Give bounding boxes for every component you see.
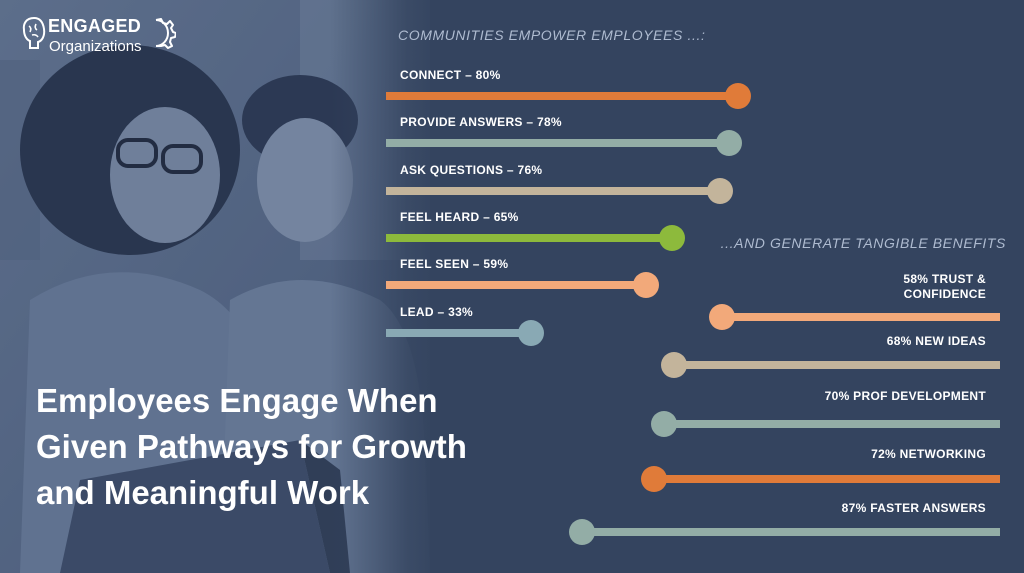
headline-line-1: Employees Engage When: [36, 382, 438, 419]
bar-end-marker-ask-questions: [707, 177, 734, 204]
bar-networking: [654, 475, 1000, 483]
headline-line-2: Given Pathways for Growth: [36, 428, 467, 465]
benefits-chart-title: ...AND GENERATE TANGIBLE BENEFITS: [720, 235, 1006, 251]
bar-end-marker-feel-seen: [632, 272, 659, 299]
brain-icon: [22, 16, 46, 49]
bar-end-marker-faster-answers: [569, 519, 596, 545]
headline-line-3: and Meaningful Work: [36, 474, 370, 511]
bar-end-marker-prof-development: [651, 411, 677, 437]
bar-label-feel-seen: FEEL SEEN – 59%: [400, 257, 509, 272]
bar-label-feel-heard: FEEL HEARD – 65%: [400, 209, 519, 224]
logo-subtitle: Organizations: [49, 38, 142, 55]
headline: Employees Engage When Given Pathways for…: [36, 378, 556, 516]
gear-icon: [155, 18, 176, 49]
background-photo: [0, 0, 430, 573]
bar-feel-seen: [386, 281, 646, 290]
bar-label-new-ideas: 68% NEW IDEAS: [886, 334, 986, 348]
bar-end-marker-networking: [641, 466, 668, 492]
engaged-organizations-logo: ENGAGED Organizations: [22, 14, 182, 64]
bar-label-connect: CONNECT – 80%: [400, 68, 501, 82]
bar-prof-development: [664, 420, 1000, 428]
bar-label-trust-confidence: 58% TRUST & CONFIDENCE: [903, 272, 986, 301]
bar-label-lead: LEAD – 33%: [400, 304, 474, 319]
bar-lead: [386, 328, 532, 337]
bar-provide-answers: [386, 139, 730, 148]
communities-chart-title: COMMUNITIES EMPOWER EMPLOYEES ...:: [398, 27, 706, 43]
logo-name: ENGAGED: [48, 16, 142, 36]
bar-label-provide-answers: PROVIDE ANSWERS – 78%: [400, 115, 562, 130]
bar-faster-answers: [582, 528, 1000, 536]
bar-end-marker-lead: [518, 319, 545, 346]
bar-new-ideas: [673, 361, 1000, 369]
bar-end-marker-feel-heard: [659, 224, 685, 251]
bar-ask-questions: [386, 186, 721, 195]
bar-connect: [386, 92, 738, 100]
bar-label-ask-questions: ASK QUESTIONS – 76%: [400, 162, 543, 177]
bar-end-marker-new-ideas: [660, 352, 687, 378]
bar-feel-heard: [386, 233, 672, 242]
bar-end-marker-provide-answers: [716, 130, 743, 157]
bar-end-marker-connect: [725, 83, 751, 109]
bar-label-networking: 72% NETWORKING: [871, 447, 986, 461]
bar-end-marker-trust-confidence: [708, 304, 735, 330]
bar-label-prof-development: 70% PROF DEVELOPMENT: [824, 389, 986, 403]
bar-label-faster-answers: 87% FASTER ANSWERS: [841, 501, 986, 515]
bar-trust-confidence: [721, 313, 1000, 321]
